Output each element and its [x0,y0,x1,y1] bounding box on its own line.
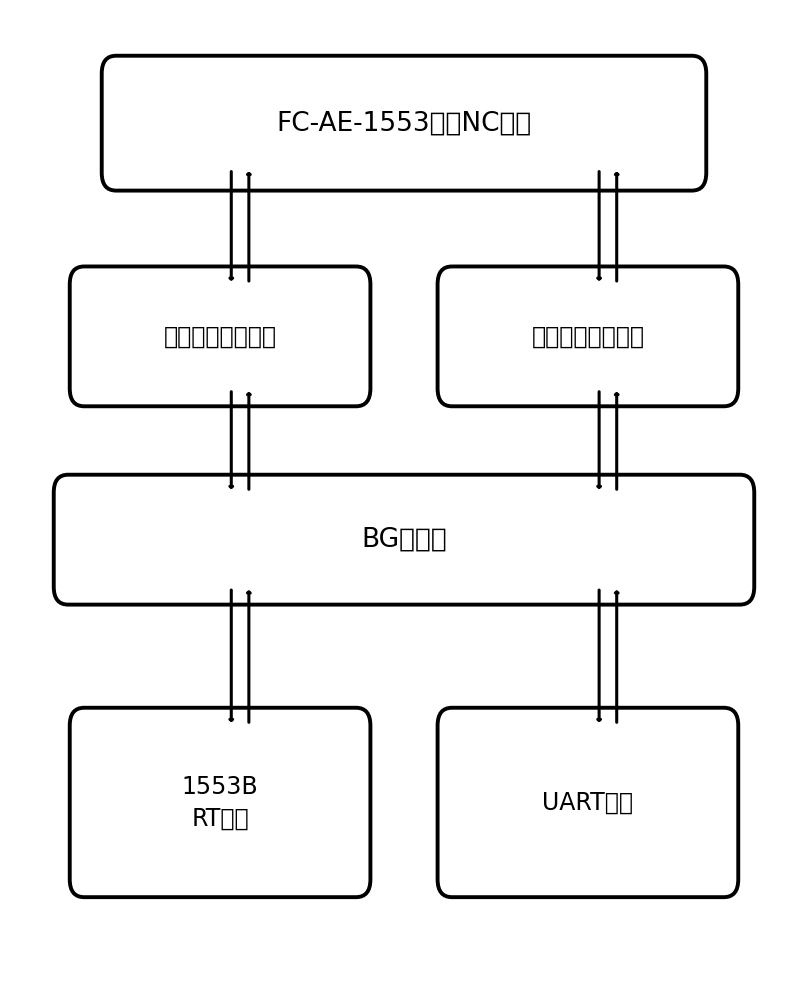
FancyBboxPatch shape [438,266,739,406]
Text: 光纤交换机（备）: 光纤交换机（备） [532,324,645,348]
Text: FC-AE-1553协议NC节点: FC-AE-1553协议NC节点 [276,110,532,136]
Text: UART节点: UART节点 [542,790,633,814]
FancyBboxPatch shape [69,708,370,897]
Text: BG桥接器: BG桥接器 [361,527,447,553]
FancyBboxPatch shape [438,708,739,897]
Text: 光纤交换机（主）: 光纤交换机（主） [163,324,276,348]
FancyBboxPatch shape [69,266,370,406]
FancyBboxPatch shape [102,56,706,191]
FancyBboxPatch shape [54,475,754,605]
Text: 1553B
RT节点: 1553B RT节点 [182,775,259,830]
